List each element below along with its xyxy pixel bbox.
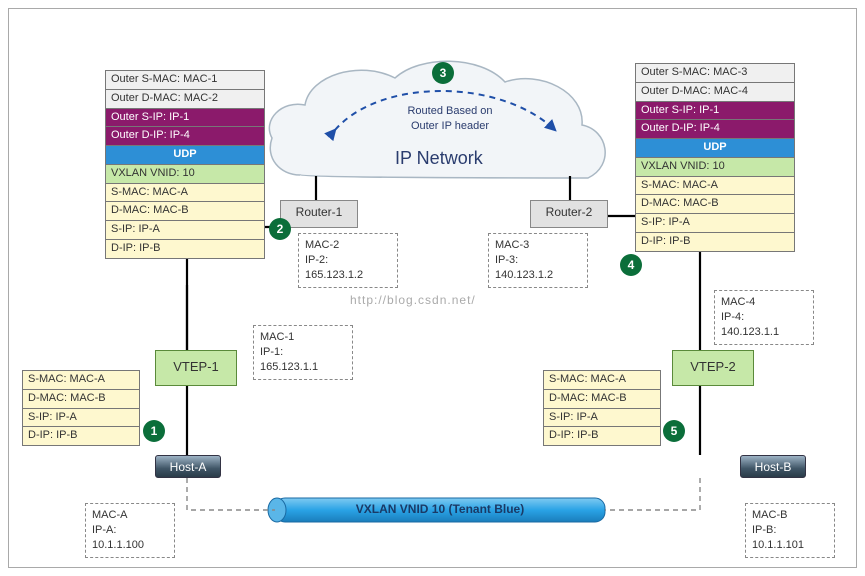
tunnel-label: VXLAN VNID 10 (Tenant Blue)	[300, 502, 580, 516]
inner-sip: S-IP: IP-A	[636, 214, 794, 233]
line: IP-2:	[305, 253, 391, 268]
inner-dmac: D-MAC: MAC-B	[23, 390, 139, 409]
line: 140.123.1.1	[721, 325, 807, 340]
inner-dmac: D-MAC: MAC-B	[636, 195, 794, 214]
outer-dip: Outer D-IP: IP-4	[106, 127, 264, 146]
line: 165.123.1.1	[260, 360, 346, 375]
outer-dmac: Outer D-MAC: MAC-4	[636, 83, 794, 102]
vtep-1: VTEP-1	[155, 350, 237, 386]
step-badge-3: 3	[432, 62, 454, 84]
addr-router-1: MAC-2 IP-2: 165.123.1.2	[298, 233, 398, 288]
cloud-text-2: Outer IP header	[370, 120, 530, 132]
cloud-ipnet: IP Network	[395, 148, 483, 169]
line: IP-1:	[260, 345, 346, 360]
udp-row: UDP	[106, 146, 264, 165]
step-badge-2: 2	[269, 218, 291, 240]
router-2: Router-2	[530, 200, 608, 228]
addr-host-b: MAC-B IP-B: 10.1.1.101	[745, 503, 835, 558]
router-1: Router-1	[280, 200, 358, 228]
inner-dip: D-IP: IP-B	[544, 427, 660, 445]
line: MAC-4	[721, 295, 807, 310]
step-badge-4: 4	[620, 254, 642, 276]
inner-packet-right: S-MAC: MAC-A D-MAC: MAC-B S-IP: IP-A D-I…	[543, 370, 661, 446]
step-badge-1: 1	[143, 420, 165, 442]
line: IP-3:	[495, 253, 581, 268]
inner-dip: D-IP: IP-B	[23, 427, 139, 445]
vtep-2: VTEP-2	[672, 350, 754, 386]
outer-smac: Outer S-MAC: MAC-3	[636, 64, 794, 83]
line: 10.1.1.101	[752, 538, 828, 553]
cloud-text-1: Routed Based on	[370, 105, 530, 117]
inner-dip: D-IP: IP-B	[106, 240, 264, 258]
addr-host-a: MAC-A IP-A: 10.1.1.100	[85, 503, 175, 558]
host-b: Host-B	[740, 455, 806, 478]
packet-stack-right: Outer S-MAC: MAC-3 Outer D-MAC: MAC-4 Ou…	[635, 63, 795, 252]
line: 140.123.1.2	[495, 268, 581, 283]
line: IP-A:	[92, 523, 168, 538]
vnid-row: VXLAN VNID: 10	[636, 158, 794, 177]
inner-smac: S-MAC: MAC-A	[106, 184, 264, 203]
host-a: Host-A	[155, 455, 221, 478]
vnid-row: VXLAN VNID: 10	[106, 165, 264, 184]
addr-vtep-1: MAC-1 IP-1: 165.123.1.1	[253, 325, 353, 380]
inner-dmac: D-MAC: MAC-B	[106, 202, 264, 221]
line: MAC-2	[305, 238, 391, 253]
udp-row: UDP	[636, 139, 794, 158]
line: IP-B:	[752, 523, 828, 538]
step-badge-5: 5	[663, 420, 685, 442]
inner-sip: S-IP: IP-A	[544, 409, 660, 428]
line: MAC-3	[495, 238, 581, 253]
addr-router-2: MAC-3 IP-3: 140.123.1.2	[488, 233, 588, 288]
inner-sip: S-IP: IP-A	[23, 409, 139, 428]
line: 165.123.1.2	[305, 268, 391, 283]
outer-dip: Outer D-IP: IP-4	[636, 120, 794, 139]
inner-smac: S-MAC: MAC-A	[544, 371, 660, 390]
inner-packet-left: S-MAC: MAC-A D-MAC: MAC-B S-IP: IP-A D-I…	[22, 370, 140, 446]
line: IP-4:	[721, 310, 807, 325]
inner-sip: S-IP: IP-A	[106, 221, 264, 240]
inner-smac: S-MAC: MAC-A	[636, 177, 794, 196]
outer-sip: Outer S-IP: IP-1	[636, 102, 794, 121]
inner-smac: S-MAC: MAC-A	[23, 371, 139, 390]
outer-sip: Outer S-IP: IP-1	[106, 109, 264, 128]
addr-vtep-2: MAC-4 IP-4: 140.123.1.1	[714, 290, 814, 345]
inner-dip: D-IP: IP-B	[636, 233, 794, 251]
line: 10.1.1.100	[92, 538, 168, 553]
line: MAC-B	[752, 508, 828, 523]
packet-stack-left: Outer S-MAC: MAC-1 Outer D-MAC: MAC-2 Ou…	[105, 70, 265, 259]
outer-smac: Outer S-MAC: MAC-1	[106, 71, 264, 90]
inner-dmac: D-MAC: MAC-B	[544, 390, 660, 409]
line: MAC-A	[92, 508, 168, 523]
outer-dmac: Outer D-MAC: MAC-2	[106, 90, 264, 109]
watermark-text: http://blog.csdn.net/	[350, 293, 476, 307]
line: MAC-1	[260, 330, 346, 345]
